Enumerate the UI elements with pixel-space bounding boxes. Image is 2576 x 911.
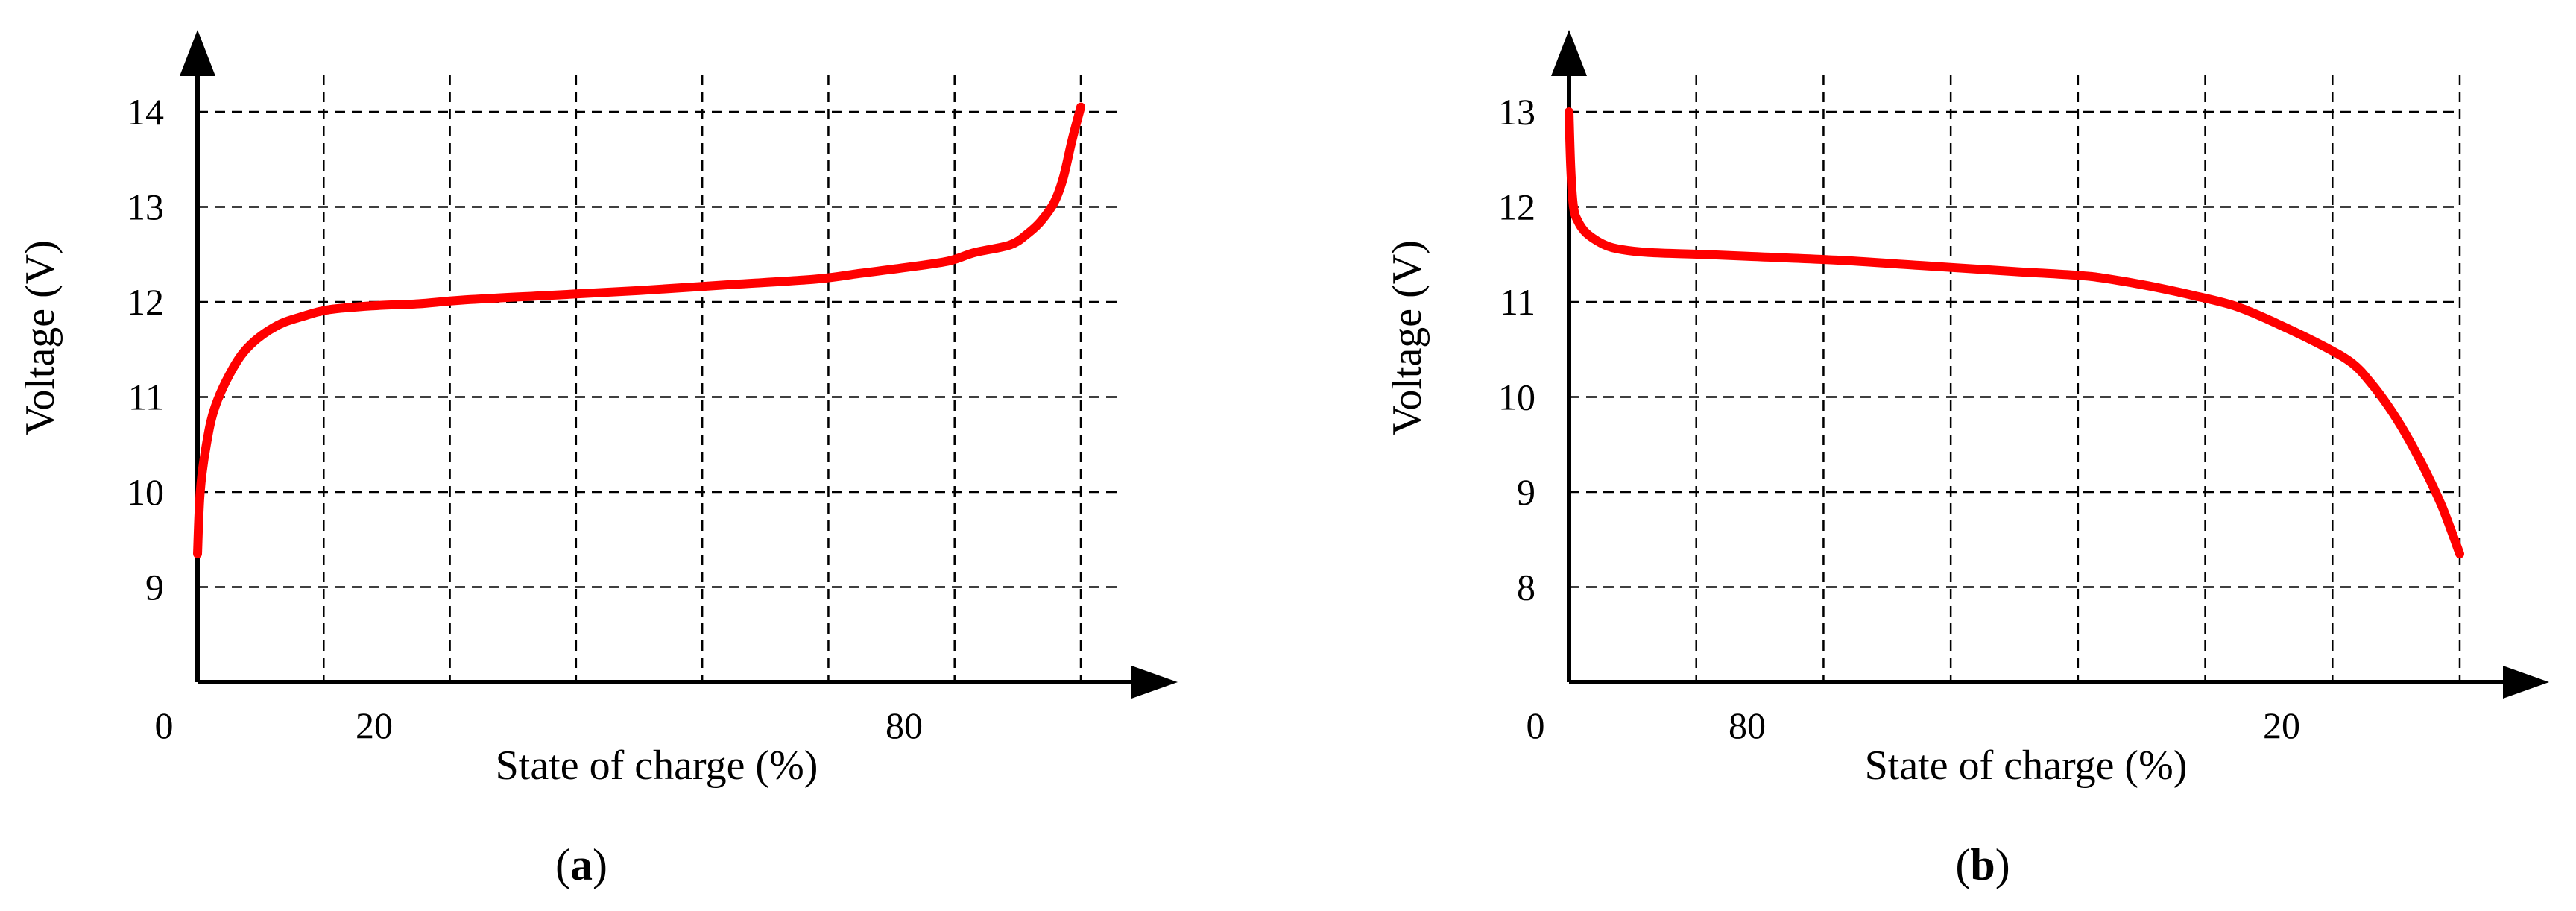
chart-b-x-tick-label: 0: [1527, 704, 1545, 746]
chart-a-x-axis-arrow: [1131, 666, 1178, 699]
chart-b-y-tick-label: 12: [1498, 186, 1535, 228]
chart-a-x-tick-label: 80: [886, 704, 923, 746]
chart-a-panel-label: (a): [555, 840, 607, 889]
chart-b-y-tick-labels: 8 9 10 11 12 13: [1498, 91, 1535, 608]
chart-a-y-tick-label: 12: [127, 281, 164, 323]
chart-b-y-tick-label: 13: [1498, 91, 1535, 133]
chart-a-axes: [180, 30, 1178, 699]
chart-a-series-line: [193, 102, 1085, 558]
chart-b-series-line: [1565, 107, 2464, 558]
chart-a-y-axis-arrow: [180, 30, 215, 76]
chart-b-axes: [1551, 30, 2549, 699]
chart-b-y-axis-arrow: [1551, 30, 1587, 76]
chart-b-y-tick-label: 10: [1498, 376, 1535, 418]
chart-a-y-tick-label: 13: [127, 186, 164, 228]
chart-b-x-axis-title: State of charge (%): [1865, 743, 2188, 789]
chart-a-y-tick-label: 9: [145, 567, 164, 608]
chart-b-y-tick-label: 9: [1517, 471, 1535, 513]
chart-b-x-axis-arrow: [2503, 666, 2549, 699]
chart-a-x-tick-label: 20: [356, 704, 393, 746]
chart-a-y-tick-labels: 9 10 11 12 13 14: [127, 91, 164, 608]
chart-a-x-axis-title: State of charge (%): [496, 743, 818, 789]
chart-b-panel-label: (b): [1955, 840, 2010, 889]
chart-a-y-tick-label: 11: [128, 376, 164, 418]
chart-b: 8 9 10 11 12 13 0 80 20 State of charge (%) Vol…: [1384, 30, 2549, 889]
chart-b-x-tick-label: 80: [1729, 704, 1766, 746]
chart-b-y-axis-title: Voltage (V): [1384, 240, 1430, 435]
chart-b-x-tick-labels: 0 80 20: [1527, 704, 2301, 746]
chart-b-x-tick-label: 20: [2263, 704, 2300, 746]
chart-a-y-tick-label: 10: [127, 471, 164, 513]
chart-a-series: [193, 102, 1085, 558]
chart-a: 9 10 11 12 13 14 0 20 80 State of charge (%) Vo…: [17, 30, 1178, 889]
chart-a-y-axis-title: Voltage (V): [17, 240, 63, 435]
chart-b-grid: [1569, 75, 2461, 682]
chart-a-grid: [198, 75, 1118, 682]
chart-b-y-tick-label: 11: [1500, 281, 1535, 323]
chart-b-series: [1565, 107, 2464, 558]
chart-b-y-tick-label: 8: [1517, 567, 1535, 608]
chart-a-y-tick-label: 14: [127, 91, 164, 133]
chart-a-x-tick-labels: 0 20 80: [155, 704, 924, 746]
chart-a-panel-letter: a: [570, 840, 593, 889]
chart-a-x-tick-label: 0: [155, 704, 174, 746]
chart-b-panel-letter: b: [1970, 840, 1995, 889]
